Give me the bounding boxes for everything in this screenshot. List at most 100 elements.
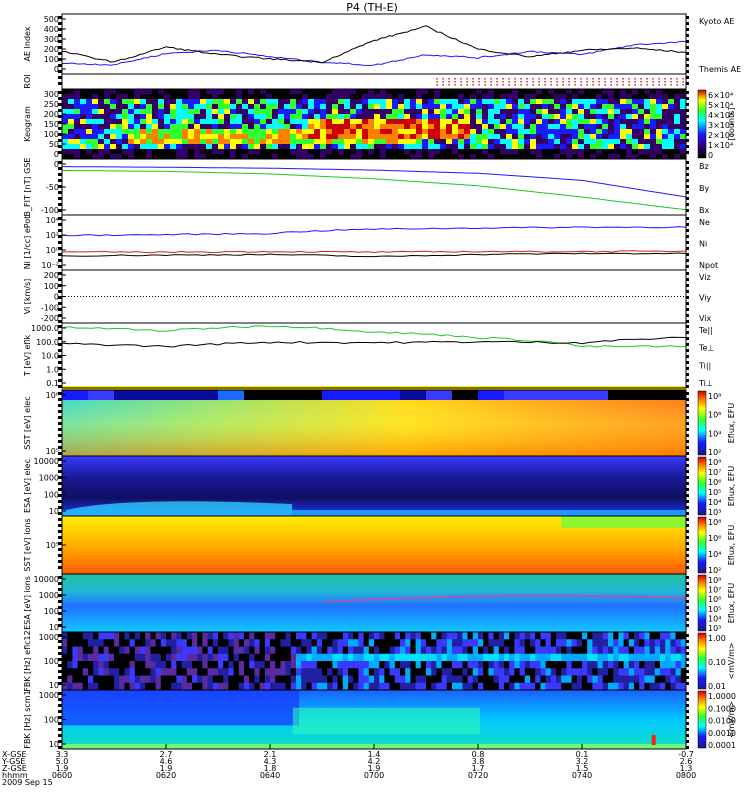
keogram-cell bbox=[584, 94, 591, 100]
axis-tick-bar-right bbox=[686, 82, 689, 85]
keogram-cell bbox=[62, 89, 69, 95]
fbk-e-cell bbox=[374, 632, 380, 640]
keogram-cell bbox=[170, 154, 177, 160]
keogram-cell bbox=[428, 144, 435, 150]
fbk-e-cell bbox=[530, 675, 536, 684]
axis-tick-bar-right bbox=[686, 652, 689, 655]
legend-entry: Viy bbox=[699, 294, 712, 303]
keogram-cell bbox=[110, 139, 117, 145]
y-tick-label: 10⁵ bbox=[46, 447, 59, 456]
fbk-e-cell bbox=[550, 668, 557, 676]
legend-entry: Kyoto AE bbox=[699, 17, 734, 26]
fbk-e-cell bbox=[171, 646, 177, 655]
x-tick-value: -0.7 bbox=[678, 750, 694, 759]
keogram-cell bbox=[266, 154, 273, 160]
fbk-e-cell bbox=[608, 632, 614, 640]
fbk-e-cell bbox=[566, 653, 573, 662]
keogram-cell bbox=[146, 139, 153, 145]
keogram-cell bbox=[572, 129, 579, 135]
sst-e-top-band bbox=[582, 390, 609, 400]
fbk-e-cell bbox=[155, 682, 162, 691]
keogram-cell bbox=[422, 114, 429, 120]
fbk-e-cell bbox=[363, 682, 370, 691]
keogram-cell bbox=[596, 144, 603, 150]
keogram-cell bbox=[632, 99, 639, 105]
roi-dot bbox=[562, 78, 564, 80]
keogram-cell bbox=[476, 94, 483, 100]
keogram-cell bbox=[422, 129, 429, 135]
fbk-e-cell bbox=[384, 632, 391, 640]
keogram-cell bbox=[140, 114, 147, 120]
fbk-e-cell bbox=[77, 675, 84, 684]
keogram-cell bbox=[284, 154, 291, 160]
x-tick-value: 4.6 bbox=[160, 757, 173, 766]
axis-tick-bar bbox=[58, 16, 62, 19]
keogram-cell bbox=[554, 104, 561, 110]
keogram-cell bbox=[218, 149, 225, 155]
keogram-cell bbox=[632, 124, 639, 130]
fbk-e-cell bbox=[441, 682, 448, 691]
y-tick-label: 300 bbox=[44, 35, 59, 44]
keogram-cell bbox=[122, 124, 129, 130]
keogram-cell bbox=[518, 89, 525, 95]
keogram-cell bbox=[98, 154, 105, 160]
axis-tick-bar bbox=[58, 34, 62, 37]
keogram-cell bbox=[488, 124, 495, 130]
fbk-e-cell bbox=[212, 653, 219, 662]
keogram-cell bbox=[668, 114, 675, 120]
keogram-cell bbox=[644, 104, 651, 110]
keogram-cell bbox=[608, 99, 615, 105]
keogram-cell bbox=[482, 89, 489, 95]
roi-dot bbox=[490, 78, 492, 80]
axis-tick-bar-right bbox=[686, 367, 689, 370]
roi-dot bbox=[520, 78, 522, 80]
keogram-cell bbox=[416, 104, 423, 110]
keogram-cell bbox=[422, 94, 429, 100]
keogram-cell bbox=[188, 149, 195, 155]
keogram-cell bbox=[134, 94, 141, 100]
fbk-e-cell bbox=[160, 675, 167, 684]
keogram-cell bbox=[74, 114, 81, 120]
fbk-e-cell bbox=[259, 675, 266, 684]
roi-dot bbox=[592, 84, 594, 86]
fbk-e-cell bbox=[270, 646, 276, 655]
esa-i-dispersion-line bbox=[324, 594, 687, 603]
keogram-cell bbox=[644, 154, 651, 160]
keogram-cell bbox=[572, 94, 579, 100]
fbk-e-cell bbox=[244, 675, 250, 684]
keogram-cell bbox=[296, 144, 303, 150]
keogram-cell bbox=[536, 94, 543, 100]
keogram-cell bbox=[86, 109, 93, 115]
fbk-e-cell bbox=[394, 653, 401, 662]
keogram-cell bbox=[566, 144, 573, 150]
keogram-cell bbox=[482, 129, 489, 135]
fbk-e-cell bbox=[363, 646, 370, 655]
keogram-cell bbox=[350, 104, 357, 110]
x-tick-value: 0.1 bbox=[576, 750, 589, 759]
fbk-e-cell bbox=[618, 675, 625, 684]
fbk-e-cell bbox=[155, 668, 162, 676]
keogram-cell bbox=[548, 119, 555, 125]
keogram-cell bbox=[638, 139, 645, 145]
fbk-e-cell bbox=[114, 646, 120, 655]
keogram-cell bbox=[500, 109, 507, 115]
axis-tick-bar-right bbox=[686, 494, 689, 497]
colorbar-label: <mV/m> bbox=[727, 701, 736, 738]
fbk-e-cell bbox=[400, 639, 406, 647]
keogram-cell bbox=[212, 149, 219, 155]
keogram-cell bbox=[182, 154, 189, 160]
axis-tick-bar-right bbox=[686, 302, 689, 305]
axis-tick-bar-right bbox=[686, 482, 689, 485]
keogram-cell bbox=[422, 119, 429, 125]
keogram-cell bbox=[398, 139, 405, 145]
fbk-e-cell bbox=[519, 682, 526, 691]
fbk-e-cell bbox=[218, 675, 224, 684]
keogram-cell bbox=[584, 134, 591, 140]
fbk-e-cell bbox=[467, 632, 474, 640]
keogram-cell bbox=[212, 134, 219, 140]
axis-tick-bar-right bbox=[686, 229, 689, 232]
fbk-e-cell bbox=[140, 661, 146, 669]
keogram-cell bbox=[518, 129, 525, 135]
fbk-e-cell bbox=[363, 653, 370, 662]
